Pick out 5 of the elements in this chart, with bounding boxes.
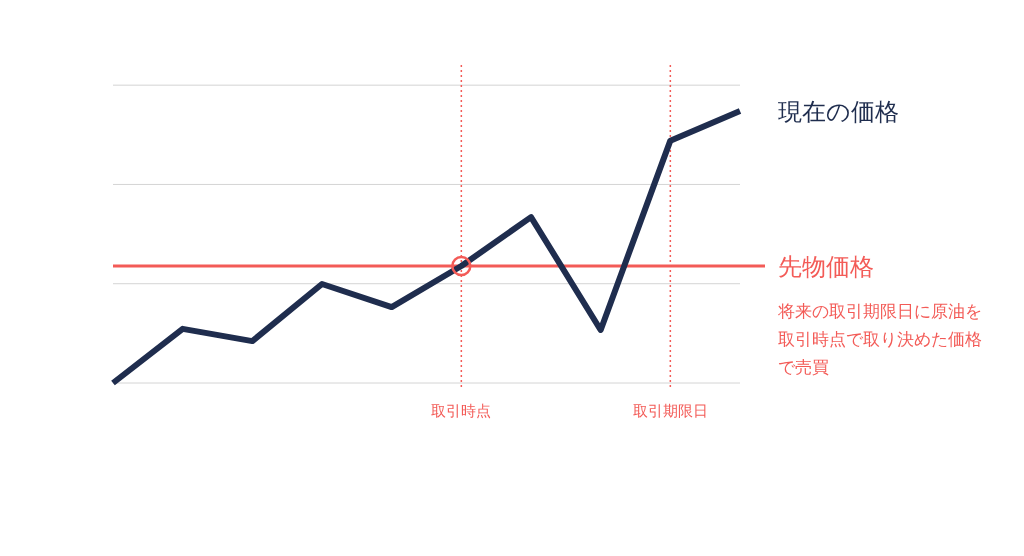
series-label: 現在の価格 xyxy=(778,98,899,126)
x-tick-label: 取引期限日 xyxy=(632,402,708,420)
ref-line-label: 先物価格 xyxy=(778,253,874,282)
x-tick-label: 取引時点 xyxy=(431,402,492,420)
text: 将来の取引期限日に原油を取引時点で取り決めた価格で売買 xyxy=(777,301,982,377)
